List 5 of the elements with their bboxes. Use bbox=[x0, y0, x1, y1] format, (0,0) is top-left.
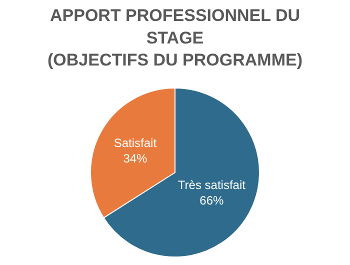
chart-title: APPORT PROFESSIONNEL DU STAGE (OBJECTIFS DU PROGRAMME) bbox=[48, 6, 302, 70]
data-label: 34% bbox=[123, 152, 148, 166]
slice-label: Satisfait bbox=[114, 136, 158, 150]
data-label: 66% bbox=[200, 194, 224, 208]
slice-label: Très satisfait bbox=[178, 178, 246, 192]
